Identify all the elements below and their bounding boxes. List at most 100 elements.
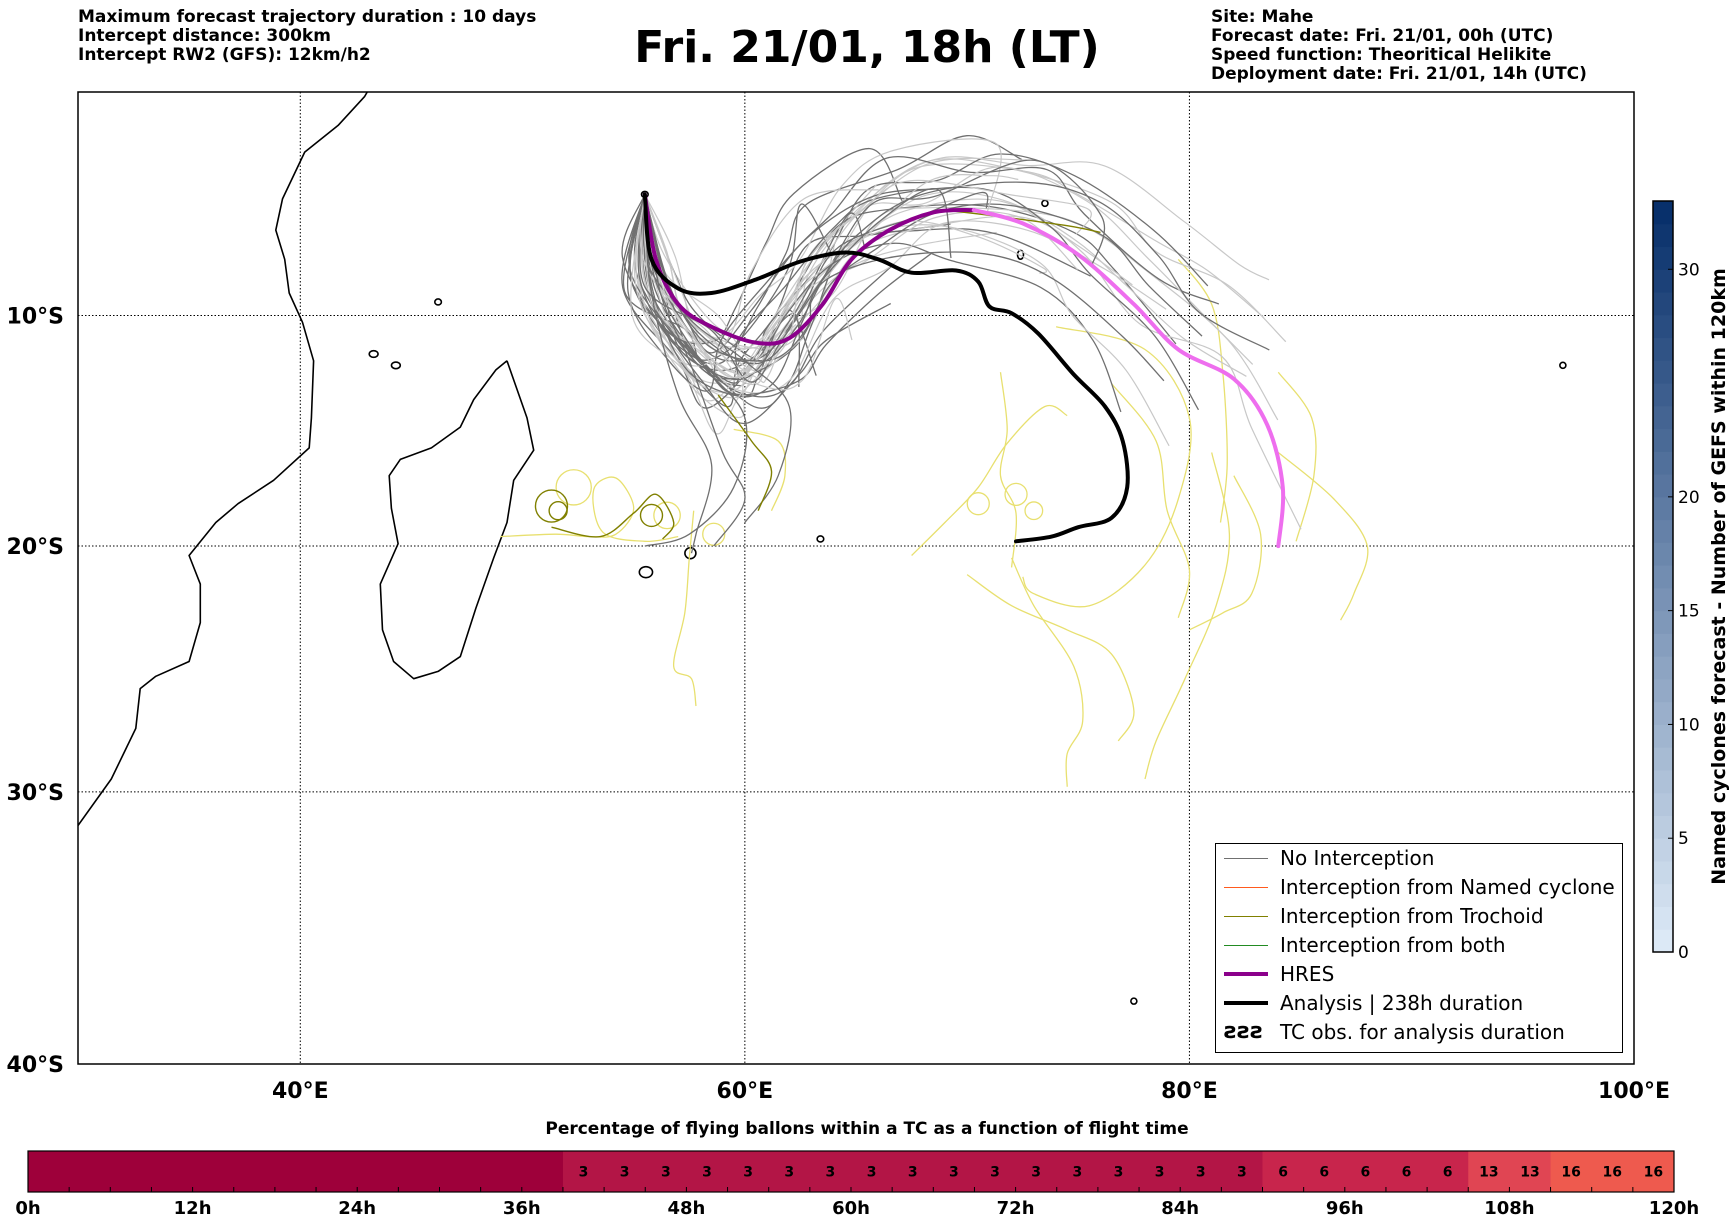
colorbar-step <box>1653 337 1673 361</box>
lon-tick-label: 40°E <box>272 1079 329 1104</box>
colorbar-tick-label: 20 <box>1678 488 1700 508</box>
colorbar-step <box>1653 519 1673 543</box>
colorbar-step <box>1653 428 1673 452</box>
legend-label: HRES <box>1280 962 1335 986</box>
coastlines <box>78 92 1567 1005</box>
colorbar-tick-label: 15 <box>1678 602 1700 622</box>
bar-segment <box>1468 1151 1552 1192</box>
percentage-bar-title: Percentage of flying ballons within a TC… <box>545 1119 1189 1139</box>
bar-cell-value: 6 <box>1443 1165 1453 1181</box>
legend-swatch <box>1224 915 1268 917</box>
deployment-date-text: Deployment date: Fri. 21/01, 14h (UTC) <box>1211 64 1587 84</box>
bar-cell-value: 16 <box>1644 1165 1663 1181</box>
bar-cell-value: 6 <box>1361 1165 1371 1181</box>
colorbar-tick-label: 0 <box>1678 943 1689 963</box>
cyclone-symbol-icon: ƨƨƨ <box>1224 1019 1264 1044</box>
legend-label: Analysis | 238h duration <box>1280 991 1524 1015</box>
bar-cell-value: 6 <box>1278 1165 1288 1181</box>
cyclone-track <box>1189 475 1262 631</box>
intercept-rw2-text: Intercept RW2 (GFS): 12km/h2 <box>78 45 371 65</box>
legend-label: TC obs. for analysis duration <box>1280 1020 1565 1044</box>
trochoid-loop <box>548 501 568 521</box>
bar-tick-label: 84h <box>1161 1198 1199 1219</box>
ensemble-trajectory <box>644 166 1254 378</box>
colorbar: 0 5 10 15 20 30 Named cyclones forecast - Numb… <box>1652 200 1730 963</box>
bar-cell-value: 13 <box>1520 1165 1539 1181</box>
header-right: Site: Mahe Forecast date: Fri. 21/01, 00… <box>1211 8 1587 84</box>
bar-cell-value: 3 <box>784 1165 794 1181</box>
cyclone-track <box>1277 452 1369 621</box>
bar-tick-label: 120h <box>1649 1198 1699 1219</box>
island-coastline <box>1041 199 1049 208</box>
legend-item-analysis: Analysis | 238h duration <box>1224 989 1523 1017</box>
ensemble-trajectory <box>630 194 804 435</box>
bar-cell-value: 3 <box>1196 1165 1206 1181</box>
ensemble-trajectory <box>642 156 1220 354</box>
colorbar-step <box>1653 405 1673 430</box>
bar-tick-label: 96h <box>1326 1198 1364 1219</box>
africa-coastline <box>78 92 369 826</box>
island-coastline <box>1559 361 1567 370</box>
island-coastline <box>368 349 379 359</box>
trochoid-trajectory <box>551 493 675 540</box>
bar-cell-value: 3 <box>743 1165 753 1181</box>
island-coastline <box>434 298 443 306</box>
trochoid-trajectory <box>944 209 1101 234</box>
ensemble-trajectory <box>633 194 797 419</box>
map-frame <box>77 91 1635 1065</box>
colorbar-step <box>1653 792 1673 816</box>
lon-tick-label: 60°E <box>717 1079 774 1104</box>
ensemble-trajectory <box>637 194 866 381</box>
lat-tick-label: 20°S <box>7 535 64 560</box>
cyclone-loop <box>653 501 681 530</box>
trochoid-loop <box>534 489 569 523</box>
colorbar-step <box>1653 269 1673 293</box>
hres-trajectory <box>642 192 976 346</box>
axis-ticks: 40°E 60°E 80°E 100°E 10°S 20°S 30°S 40°S <box>7 305 1670 1104</box>
colorbar-step <box>1653 565 1673 589</box>
cyclone-track <box>966 574 1135 742</box>
colorbar-step <box>1653 860 1673 885</box>
madagascar-coastline <box>379 360 535 680</box>
bar-tick-label: 72h <box>997 1198 1035 1219</box>
ensemble-trajectory <box>644 194 748 547</box>
colorbar-step <box>1653 542 1673 566</box>
colorbar-step <box>1653 474 1673 498</box>
bar-cell-value: 16 <box>1561 1165 1580 1181</box>
analysis-trajectory <box>642 192 1130 544</box>
legend-item-no-interception: No Interception <box>1224 844 1434 872</box>
colorbar-step <box>1653 724 1673 748</box>
bar-cell-value: 3 <box>908 1165 918 1181</box>
bar-tick-label: 24h <box>338 1198 376 1219</box>
bar-tick-label: 48h <box>667 1198 705 1219</box>
trochoid-loop <box>639 503 664 528</box>
colorbar-step <box>1653 929 1673 953</box>
bar-cell-value: 3 <box>702 1165 712 1181</box>
header-left: Maximum forecast trajectory duration : 1… <box>78 8 536 65</box>
cyclone-loop <box>1024 501 1044 521</box>
bar-cell-value: 16 <box>1603 1165 1622 1181</box>
ensemble-trajectory <box>644 174 1019 378</box>
ensemble-trajectory <box>644 194 1167 394</box>
cyclone-loop <box>702 522 726 546</box>
graticule <box>78 92 1634 1064</box>
colorbar-tick-label: 10 <box>1678 715 1700 735</box>
lat-tick-label: 10°S <box>7 305 64 330</box>
intercept-distance-text: Intercept distance: 300km <box>78 26 331 46</box>
colorbar-step <box>1653 838 1673 862</box>
colorbar-step <box>1653 383 1673 407</box>
bar-cell-value: 3 <box>1114 1165 1124 1181</box>
colorbar-step <box>1653 246 1673 270</box>
percentage-bar: 3 3 3 3 3 3 3 3 3 3 3 3 3 3 3 3 3 6 6 6 6 6 13 13 16 16 16 0h 12h 24h… <box>15 1150 1699 1219</box>
legend-item-hres: HRES <box>1224 960 1334 988</box>
legend-item-named-cyclone: Interception from Named cyclone <box>1224 873 1615 901</box>
island-coastline <box>638 565 654 579</box>
cyclone-loop <box>966 492 990 516</box>
colorbar-step <box>1653 701 1673 725</box>
legend-label: Interception from both <box>1280 933 1506 957</box>
bar-segment <box>28 1151 564 1192</box>
colorbar-step <box>1653 314 1673 339</box>
bar-cell-value: 3 <box>949 1165 959 1181</box>
colorbar-step <box>1653 610 1673 634</box>
island-coastline <box>390 361 402 370</box>
